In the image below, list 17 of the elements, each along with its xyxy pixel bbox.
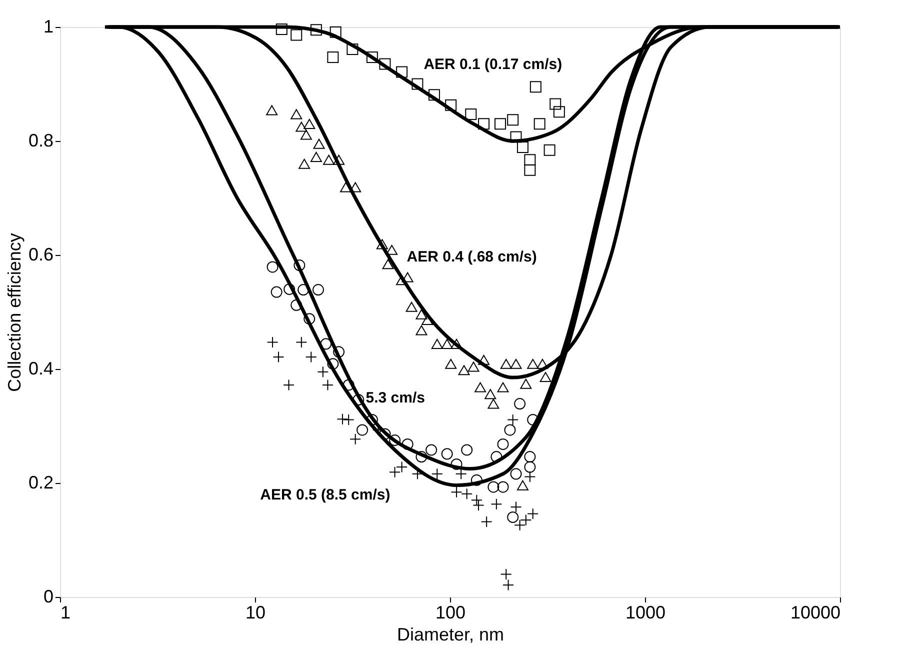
annotation: AER 0.1 (0.17 cm/s) xyxy=(424,56,562,74)
y-tick-label: 1 xyxy=(43,16,54,36)
annotation: AER 0.5 (8.5 cm/s) xyxy=(260,486,390,504)
y-tick-label: 0 xyxy=(43,586,54,606)
x-tick-label: 10000 xyxy=(790,602,840,622)
x-tick-label: 1 xyxy=(60,602,71,622)
x-axis-title: Diameter, nm xyxy=(396,624,504,644)
x-tick-label: 10 xyxy=(245,602,266,622)
annotation: AER 0.4 (.68 cm/s) xyxy=(406,248,537,266)
x-tick-label: 100 xyxy=(435,602,466,622)
y-tick-label: 0.6 xyxy=(28,244,54,264)
y-tick-label: 0.8 xyxy=(28,130,54,150)
annotation: 5.3 cm/s xyxy=(366,390,426,406)
y-axis-title: Collection efficiency xyxy=(4,233,24,392)
y-tick-label: 0.4 xyxy=(28,358,54,378)
y-tick-label: 0.2 xyxy=(28,472,54,492)
x-tick-label: 1000 xyxy=(625,602,666,622)
